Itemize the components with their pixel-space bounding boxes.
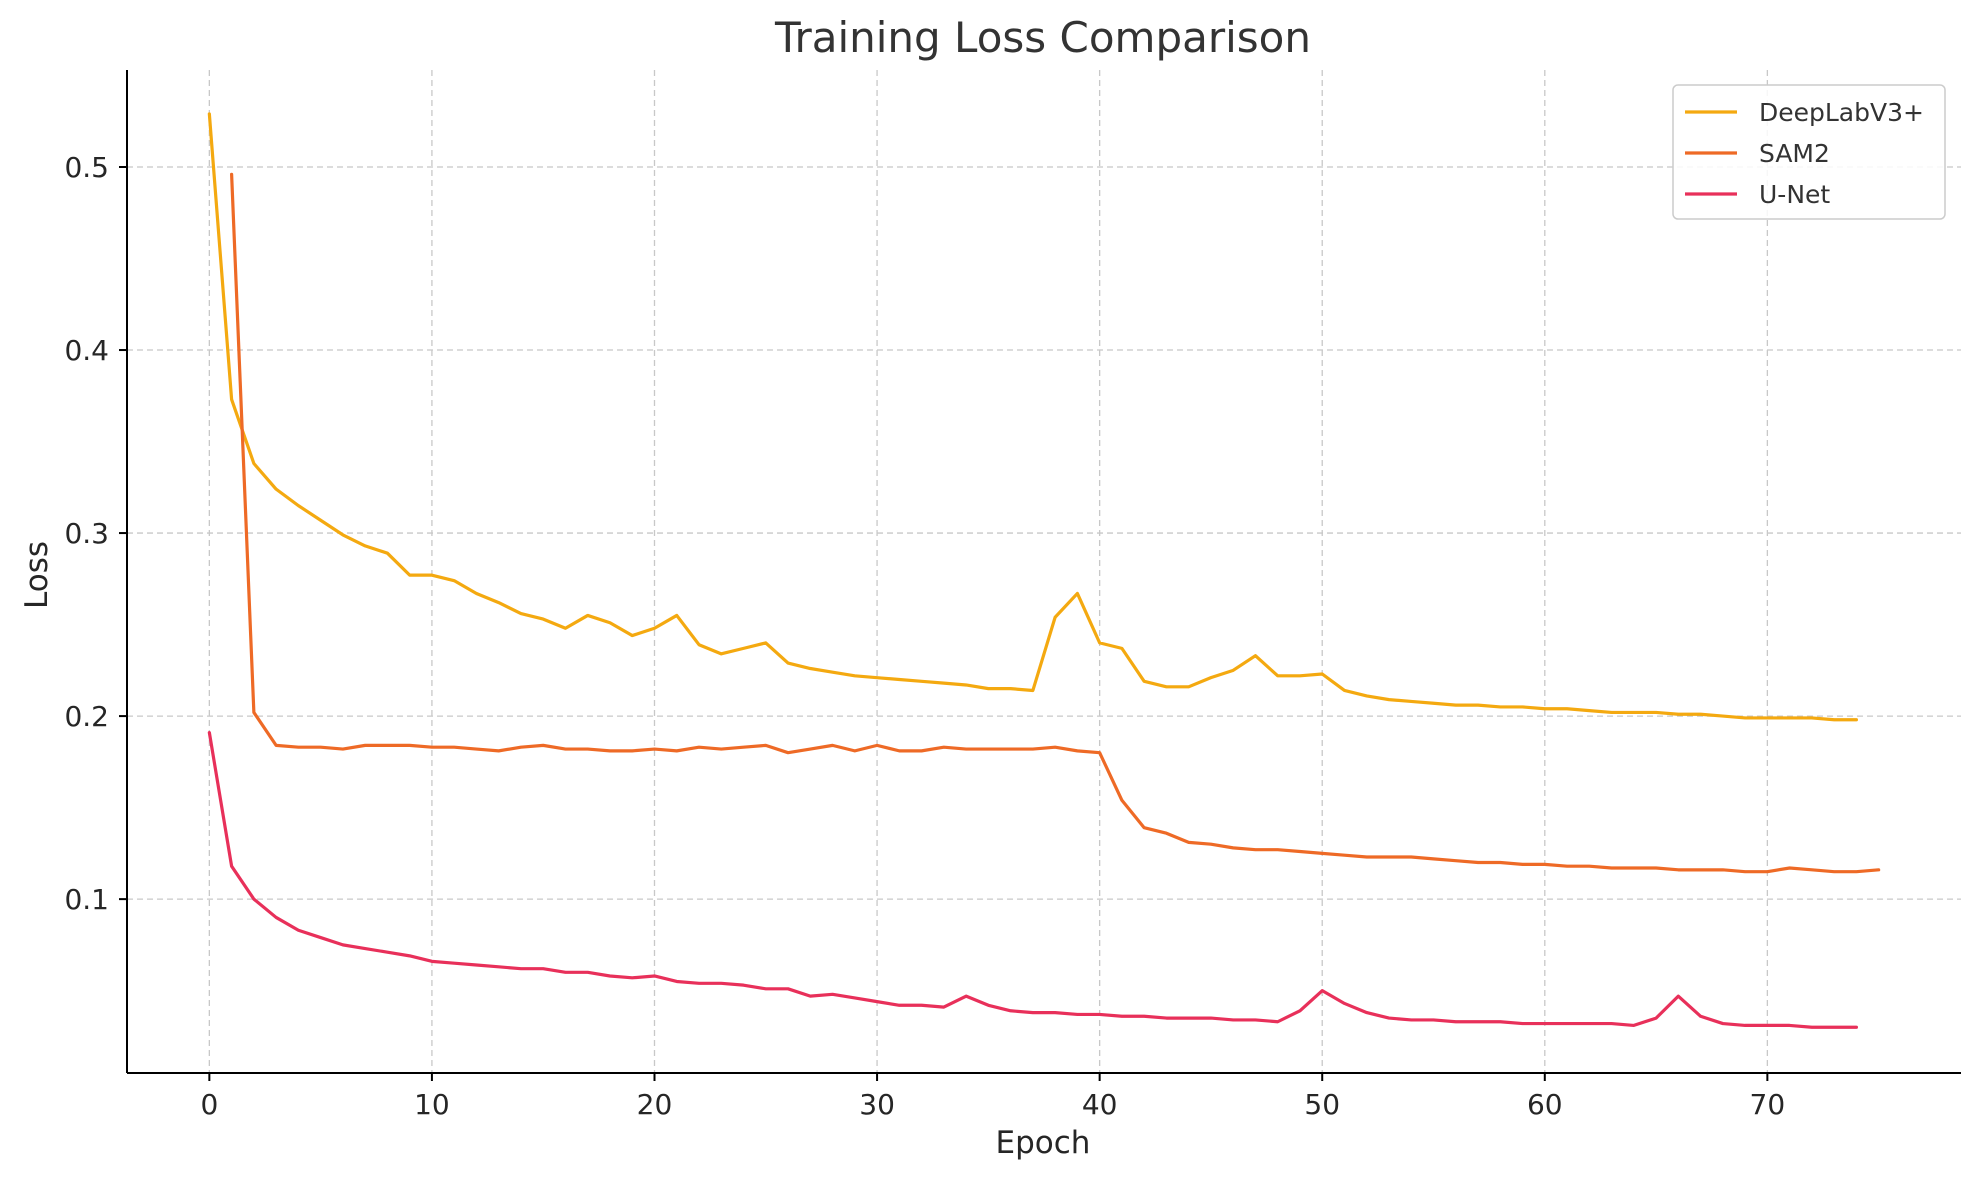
x-axis-title: Epoch [996, 1125, 1091, 1161]
legend-label-u-net: U-Net [1759, 180, 1830, 209]
y-tick-label: 0.1 [64, 883, 109, 916]
x-tick-label: 20 [637, 1088, 673, 1121]
grid [127, 70, 1961, 1073]
x-tick-label: 0 [200, 1088, 218, 1121]
legend: DeepLabV3+ SAM2 U-Net [1672, 84, 1946, 220]
y-tick-label: 0.5 [64, 151, 109, 184]
legend-label-deeplabv3: DeepLabV3+ [1759, 98, 1924, 127]
axes: 0 10 20 30 40 50 60 70 0.1 0.2 0.3 0.4 0.5 [64, 70, 1961, 1121]
series-line-deeplabv3 [207, 112, 1858, 722]
y-axis-title: Loss [19, 541, 55, 609]
series-line-sam2 [230, 172, 1881, 874]
y-tick-label: 0.4 [64, 334, 109, 367]
x-tick-label: 50 [1304, 1088, 1340, 1121]
x-tick-label: 60 [1527, 1088, 1563, 1121]
x-tick-label: 40 [1082, 1088, 1118, 1121]
x-tick-label: 30 [859, 1088, 895, 1121]
legend-box [1672, 84, 1946, 220]
series-group [207, 112, 1881, 1029]
chart-title: Training Loss Comparison [774, 13, 1311, 62]
legend-label-sam2: SAM2 [1759, 139, 1830, 168]
x-tick-label: 70 [1750, 1088, 1786, 1121]
y-tick-label: 0.3 [64, 517, 109, 550]
series-line-u-net [207, 730, 1858, 1029]
x-tick-label: 10 [414, 1088, 450, 1121]
y-tick-label: 0.2 [64, 700, 109, 733]
